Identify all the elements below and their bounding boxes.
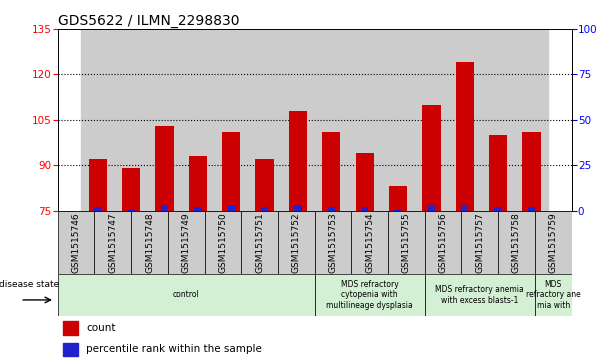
Bar [215,29,248,211]
Bar [422,105,441,211]
Text: percentile rank within the sample: percentile rank within the sample [86,344,262,354]
Bar [348,29,381,211]
Bar [528,207,535,211]
Bar [448,29,482,211]
Bar [255,159,274,211]
FancyBboxPatch shape [168,211,204,274]
FancyBboxPatch shape [351,211,388,274]
Bar [128,209,135,211]
FancyBboxPatch shape [388,211,425,274]
Text: GSM1515756: GSM1515756 [438,212,447,273]
Text: GSM1515747: GSM1515747 [108,212,117,273]
Text: GSM1515750: GSM1515750 [218,212,227,273]
FancyBboxPatch shape [315,274,425,316]
FancyBboxPatch shape [58,274,315,316]
Bar [155,126,174,211]
Text: GSM1515751: GSM1515751 [255,212,264,273]
FancyBboxPatch shape [535,274,572,316]
Text: MDS refractory anemia
with excess blasts-1: MDS refractory anemia with excess blasts… [435,285,524,305]
Bar [148,29,181,211]
Bar [248,29,282,211]
Bar [315,29,348,211]
Text: GSM1515759: GSM1515759 [548,212,558,273]
Bar [161,205,168,211]
Bar [261,207,268,211]
Bar [415,29,448,211]
Bar [461,205,468,211]
Bar [81,29,114,211]
FancyBboxPatch shape [535,211,572,274]
Bar [63,322,78,335]
Text: control: control [173,290,199,299]
Bar [188,156,207,211]
Text: GSM1515754: GSM1515754 [365,212,374,273]
Bar [294,205,302,211]
FancyBboxPatch shape [425,274,535,316]
FancyBboxPatch shape [204,211,241,274]
FancyBboxPatch shape [131,211,168,274]
Bar [63,343,78,356]
Text: GSM1515749: GSM1515749 [182,212,191,273]
Bar [222,132,240,211]
Text: GDS5622 / ILMN_2298830: GDS5622 / ILMN_2298830 [58,14,240,28]
Bar [361,207,368,211]
Bar [282,29,315,211]
Text: GSM1515746: GSM1515746 [72,212,81,273]
Bar [395,209,402,211]
FancyBboxPatch shape [278,211,315,274]
Bar [381,29,415,211]
FancyBboxPatch shape [461,211,498,274]
Text: MDS refractory
cytopenia with
multilineage dysplasia: MDS refractory cytopenia with multilinea… [326,280,413,310]
Text: GSM1515752: GSM1515752 [292,212,301,273]
Bar [328,207,335,211]
Text: count: count [86,323,116,333]
Text: GSM1515757: GSM1515757 [475,212,485,273]
Bar [181,29,215,211]
Bar [89,159,107,211]
Bar [489,135,507,211]
Bar [389,186,407,211]
FancyBboxPatch shape [94,211,131,274]
Text: disease state: disease state [0,280,59,289]
Bar [482,29,515,211]
FancyBboxPatch shape [241,211,278,274]
Bar [522,132,541,211]
Bar [194,207,201,211]
Bar [122,168,140,211]
Bar [94,207,102,211]
Bar [114,29,148,211]
Bar [455,62,474,211]
Text: GSM1515758: GSM1515758 [512,212,521,273]
FancyBboxPatch shape [425,211,461,274]
Bar [289,111,307,211]
Text: GSM1515748: GSM1515748 [145,212,154,273]
Text: MDS
refractory ane
mia with: MDS refractory ane mia with [526,280,581,310]
FancyBboxPatch shape [315,211,351,274]
FancyBboxPatch shape [58,211,94,274]
Bar [356,153,374,211]
Bar [515,29,548,211]
Bar [227,205,235,211]
Text: GSM1515753: GSM1515753 [328,212,337,273]
FancyBboxPatch shape [498,211,535,274]
Bar [322,132,340,211]
Text: GSM1515755: GSM1515755 [402,212,411,273]
Bar [494,207,502,211]
Bar [428,205,435,211]
